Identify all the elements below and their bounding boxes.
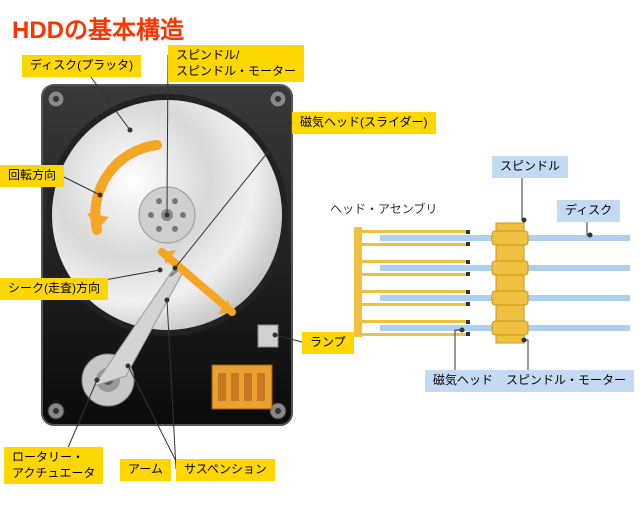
diagram-svg — [0, 0, 640, 512]
callout-label: 磁気ヘッド(スライダー) — [292, 112, 436, 134]
side-callout-label: ディスク — [557, 200, 620, 222]
side-callout-label: 磁気ヘッド — [425, 370, 501, 392]
side-callout-label: スピンドル — [492, 156, 568, 178]
callout-label: ランプ — [302, 332, 354, 354]
side-head-arm — [360, 320, 470, 323]
side-head-arm — [360, 260, 470, 263]
side-callout-label: ヘッド・アセンブリ — [330, 200, 437, 217]
side-head-arm — [360, 230, 470, 233]
callout-label: ロータリー・アクチュエータ — [4, 447, 103, 484]
side-callout-label: スピンドル・モーター — [498, 370, 634, 392]
callout-label: サスペンション — [176, 459, 275, 481]
callout-label: アーム — [120, 459, 171, 481]
side-head-arm — [360, 290, 470, 293]
callout-label: 回転方向 — [0, 165, 64, 187]
callout-label: スピンドル/スピンドル・モーター — [168, 45, 304, 82]
callout-label: シーク(走査)方向 — [0, 278, 108, 300]
callout-label: ディスク(プラッタ) — [22, 55, 141, 77]
